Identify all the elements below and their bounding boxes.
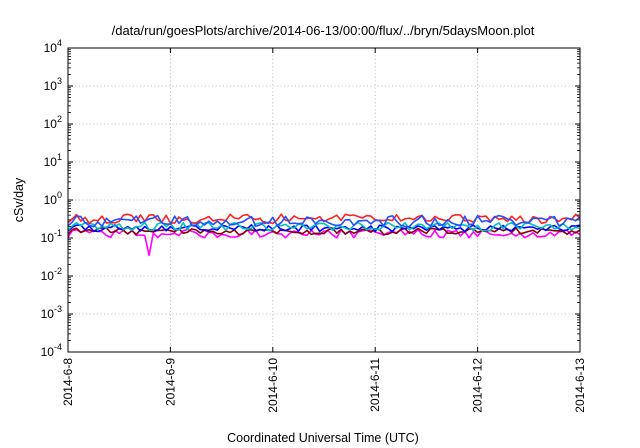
y-tick-label: 100 <box>44 190 62 207</box>
y-tick-label: 103 <box>44 76 62 93</box>
series-line <box>67 228 581 257</box>
x-tick-label: 2014-6-10 <box>266 358 280 413</box>
x-tick-label: 2014-6-11 <box>368 358 382 412</box>
y-tick-label: 10-4 <box>41 342 62 359</box>
y-tick-label: 101 <box>44 152 62 169</box>
x-axis-label: Coordinated Universal Time (UTC) <box>227 431 419 445</box>
y-tick-label: 104 <box>44 38 62 55</box>
chart-title: /data/run/goesPlots/archive/2014-06-13/0… <box>112 23 535 38</box>
y-tick-label: 10-1 <box>41 228 62 245</box>
x-tick-label: 2014-6-13 <box>573 358 587 413</box>
y-axis-label: cSv/day <box>12 177 26 222</box>
x-axis-ticks: 2014-6-8 2014-6-9 2014-6-10 2014-6-11 2014-6… <box>61 48 587 413</box>
x-tick-label: 2014-6-12 <box>471 358 485 413</box>
y-tick-label: 102 <box>44 114 62 131</box>
series-group <box>67 213 581 257</box>
x-tick-label: 2014-6-9 <box>163 358 177 406</box>
series-line <box>67 227 581 236</box>
y-tick-label: 10-3 <box>41 304 62 321</box>
grid <box>68 48 580 352</box>
y-axis-ticks: 10-4 10-3 10-2 10-1 100 101 102 103 104 <box>41 38 580 359</box>
series-line <box>67 214 581 228</box>
y-tick-label: 10-2 <box>41 266 62 283</box>
series-line <box>67 221 581 232</box>
x-tick-label: 2014-6-8 <box>61 358 75 406</box>
